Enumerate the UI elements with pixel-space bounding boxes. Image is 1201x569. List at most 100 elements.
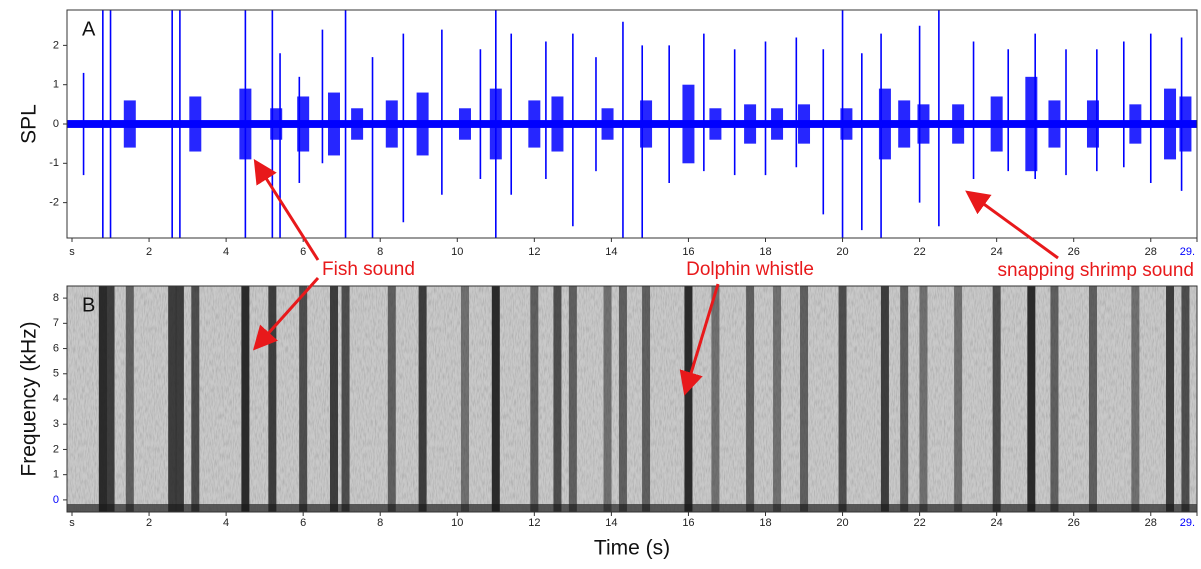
energy-band bbox=[618, 286, 627, 512]
x-tick-label: 14 bbox=[605, 246, 617, 258]
burst bbox=[123, 100, 136, 148]
annotation: Dolphin whistle bbox=[686, 259, 814, 280]
x-tick-label: 24 bbox=[991, 246, 1003, 258]
energy-band bbox=[838, 286, 847, 512]
burst bbox=[1179, 96, 1192, 152]
energy-band bbox=[773, 286, 782, 512]
burst bbox=[1048, 100, 1061, 148]
energy-band bbox=[106, 286, 115, 512]
x-tick-label: 8 bbox=[377, 246, 383, 258]
x-tick-label: 2 bbox=[146, 517, 152, 529]
burst bbox=[551, 96, 564, 152]
energy-band bbox=[460, 286, 469, 512]
y-tick-label: 4 bbox=[53, 393, 59, 405]
energy-band bbox=[1131, 286, 1140, 512]
y-tick-label: 7 bbox=[53, 317, 59, 329]
burst bbox=[952, 104, 965, 144]
waveform-plot bbox=[67, 10, 1197, 238]
burst bbox=[1129, 104, 1142, 144]
annotation: snapping shrimp sound bbox=[998, 260, 1194, 281]
energy-band bbox=[603, 286, 612, 512]
arrows bbox=[252, 158, 1059, 396]
energy-band bbox=[418, 286, 427, 512]
burst bbox=[601, 108, 614, 140]
energy-band bbox=[168, 286, 177, 512]
annotation: Fish sound bbox=[322, 259, 415, 280]
burst bbox=[840, 108, 853, 140]
energy-band bbox=[1088, 286, 1097, 512]
x-tick-label: 4 bbox=[223, 246, 229, 258]
x-tick-label: s bbox=[69, 246, 75, 258]
burst bbox=[528, 100, 541, 148]
y-tick-label: 2 bbox=[53, 39, 59, 51]
x-tick-label: s bbox=[69, 517, 75, 529]
x-tick-label: 10 bbox=[451, 246, 463, 258]
energy-band bbox=[268, 286, 277, 512]
arrow bbox=[965, 190, 1059, 260]
energy-band bbox=[568, 286, 577, 512]
energy-band bbox=[1050, 286, 1059, 512]
spectrogram-texture bbox=[67, 286, 1197, 512]
burst bbox=[640, 100, 653, 148]
x-tick-label: 20 bbox=[836, 517, 848, 529]
burst bbox=[327, 92, 340, 156]
burst bbox=[990, 96, 1003, 152]
y-tick-label: 0 bbox=[53, 118, 59, 130]
x-tick-label: 26 bbox=[1068, 517, 1080, 529]
x-tick-label: 14 bbox=[605, 517, 617, 529]
y-tick-label: 3 bbox=[53, 418, 59, 430]
energy-band bbox=[530, 286, 539, 512]
burst bbox=[771, 108, 784, 140]
arrow bbox=[253, 158, 320, 261]
energy-band bbox=[553, 286, 562, 512]
spectrogram-plot bbox=[67, 286, 1197, 512]
burst bbox=[1086, 100, 1099, 148]
panel-label: A bbox=[82, 18, 96, 40]
energy-band bbox=[241, 286, 250, 512]
energy-band bbox=[919, 286, 928, 512]
burst bbox=[1164, 88, 1177, 160]
y-tick-label: 1 bbox=[53, 469, 59, 481]
burst bbox=[1025, 76, 1038, 172]
energy-band bbox=[642, 286, 651, 512]
x-tick-label: 29. bbox=[1180, 517, 1195, 529]
energy-band bbox=[329, 286, 338, 512]
x-tick-label: 29. bbox=[1180, 246, 1195, 258]
x-tick-label: 16 bbox=[682, 517, 694, 529]
x-tick-label: 18 bbox=[759, 246, 771, 258]
energy-band bbox=[341, 286, 350, 512]
panel-label: B bbox=[82, 294, 95, 316]
x-tick-label: 4 bbox=[223, 517, 229, 529]
burst bbox=[917, 104, 930, 144]
energy-band bbox=[800, 286, 809, 512]
energy-band bbox=[900, 286, 909, 512]
burst bbox=[297, 96, 310, 152]
burst bbox=[798, 104, 811, 144]
y-tick-label: -2 bbox=[49, 197, 59, 209]
x-tick-label: 28 bbox=[1145, 246, 1157, 258]
energy-band bbox=[992, 286, 1001, 512]
x-tick-label: 18 bbox=[759, 517, 771, 529]
low-frequency-band bbox=[67, 504, 1197, 512]
x-tick-label: 22 bbox=[913, 246, 925, 258]
burst bbox=[744, 104, 757, 144]
x-tick-label: 12 bbox=[528, 246, 540, 258]
x-tick-label: 26 bbox=[1068, 246, 1080, 258]
energy-band bbox=[387, 286, 396, 512]
energy-band bbox=[299, 286, 308, 512]
x-tick-label: 6 bbox=[300, 246, 306, 258]
y-tick-label: -1 bbox=[49, 157, 59, 169]
y-tick-label: 2 bbox=[53, 443, 59, 455]
energy-band bbox=[491, 286, 500, 512]
energy-band bbox=[1027, 286, 1036, 512]
x-tick-label: 12 bbox=[528, 517, 540, 529]
x-tick-label: 16 bbox=[682, 246, 694, 258]
energy-band bbox=[191, 286, 200, 512]
energy-band bbox=[98, 286, 107, 512]
burst bbox=[189, 96, 202, 152]
y-tick-label: 6 bbox=[53, 342, 59, 354]
burst bbox=[416, 92, 429, 156]
burst bbox=[385, 100, 398, 148]
x-tick-label: 10 bbox=[451, 517, 463, 529]
